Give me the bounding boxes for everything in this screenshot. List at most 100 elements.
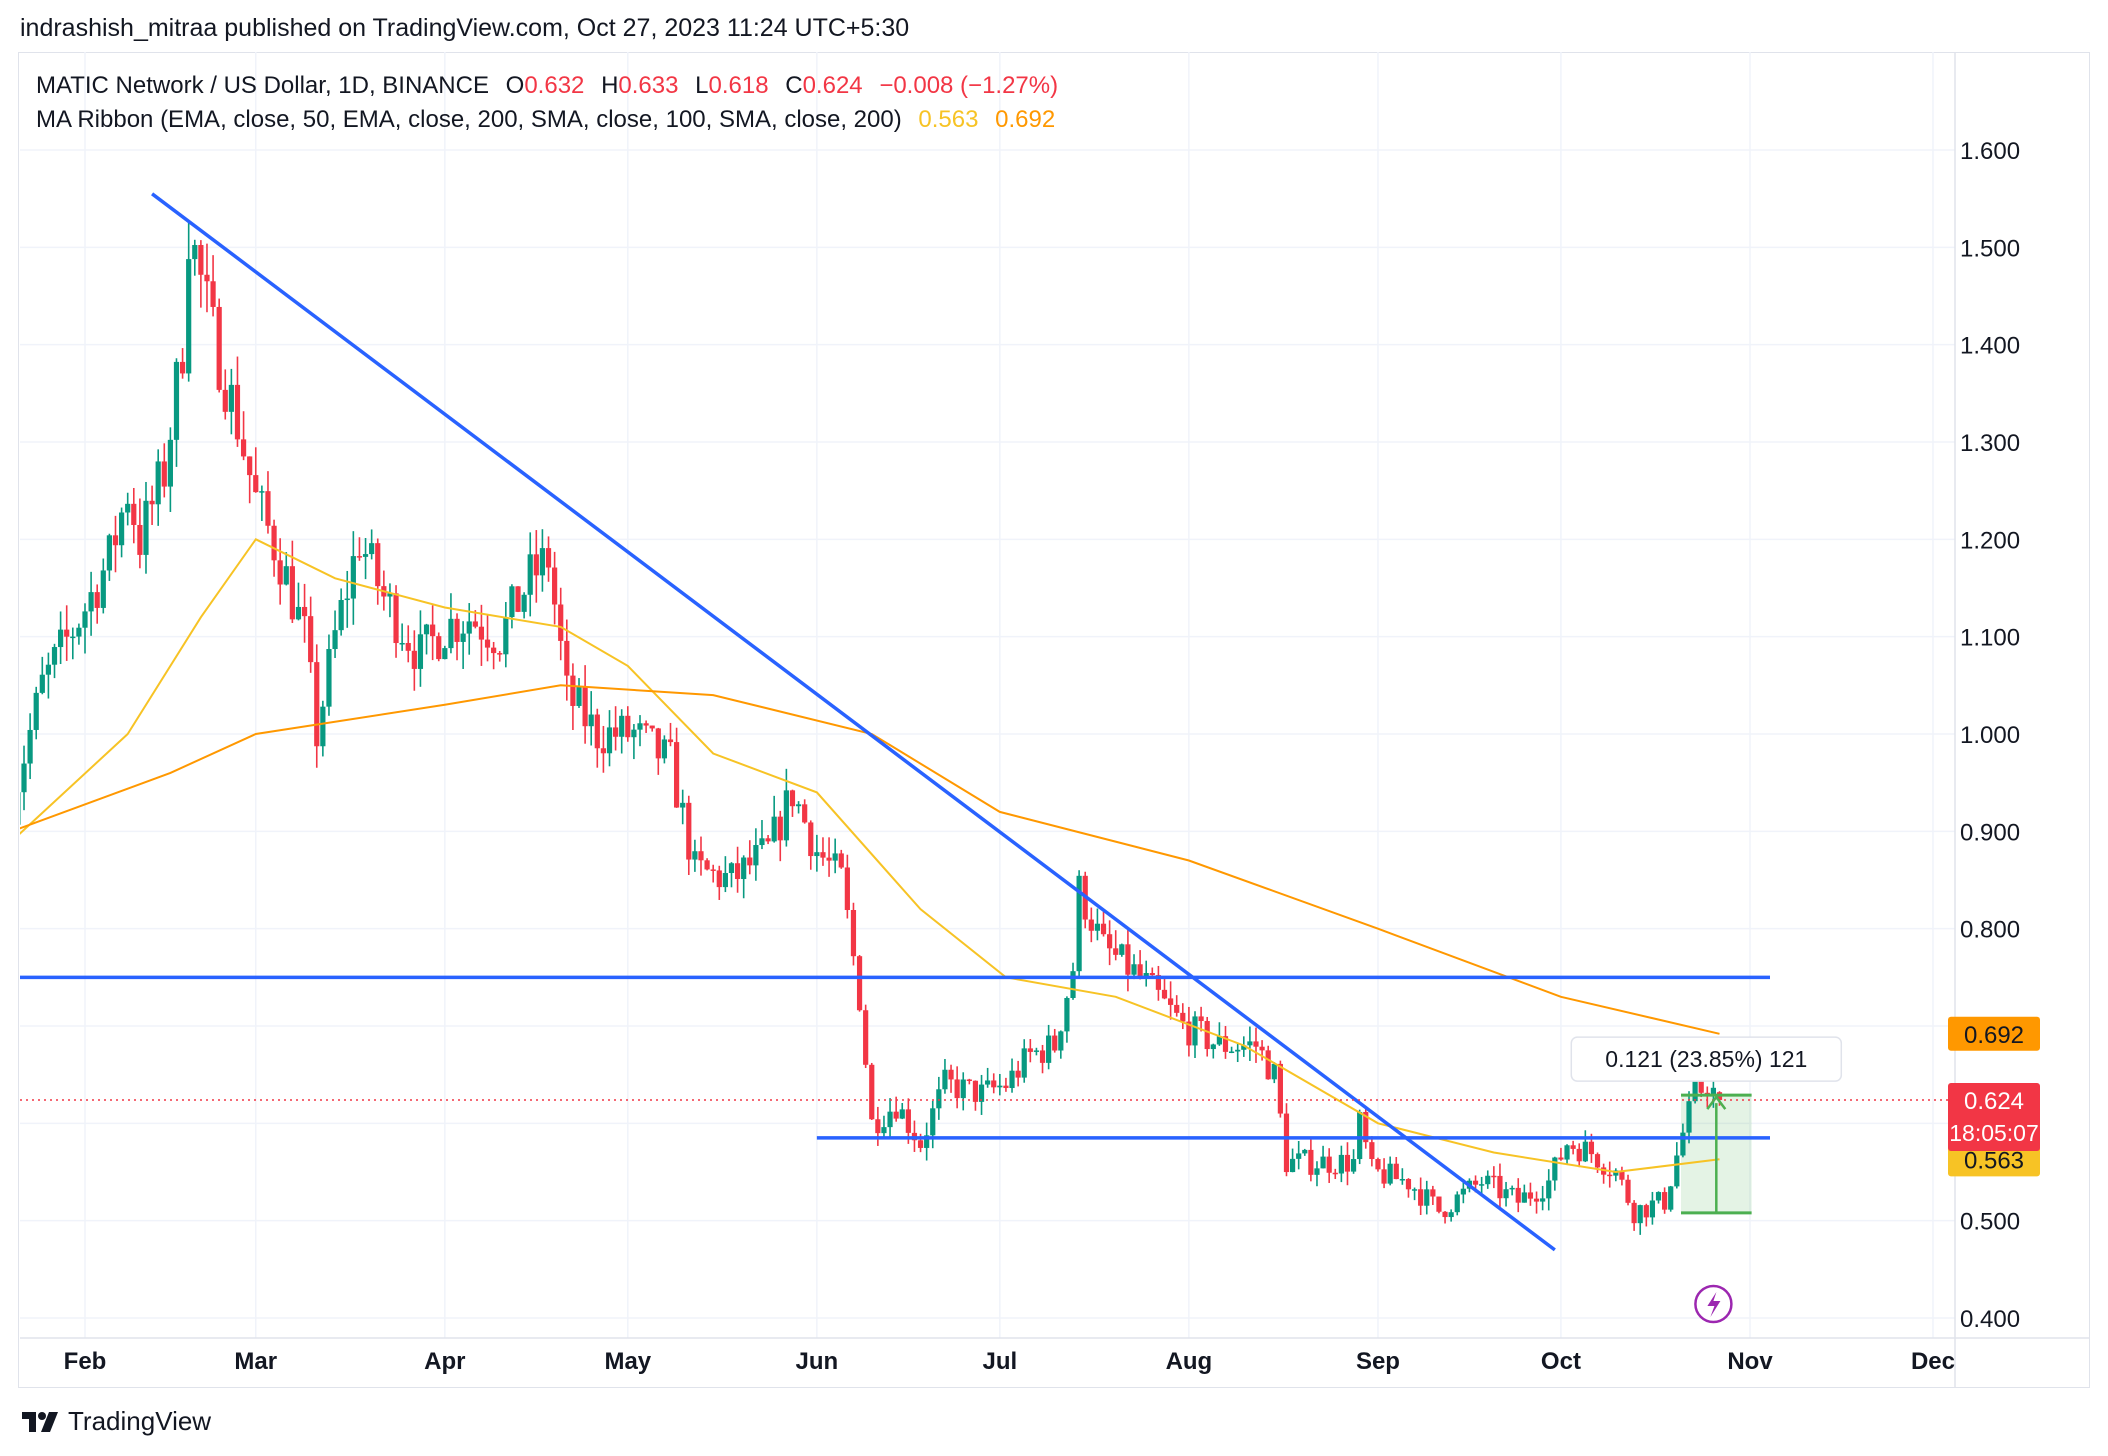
candle-body — [1387, 1163, 1393, 1184]
tradingview-brand[interactable]: TradingView — [22, 1406, 211, 1437]
candle-body — [1710, 1087, 1717, 1096]
price-tick-label: 0.400 — [1960, 1306, 2020, 1333]
candle-body — [430, 624, 436, 637]
candles — [20, 222, 1723, 1235]
candle-body — [978, 1084, 985, 1102]
candle-body — [1436, 1196, 1442, 1212]
candle-body — [1088, 919, 1094, 931]
candle-body — [887, 1111, 893, 1128]
candle-body — [1235, 1049, 1241, 1052]
candle-body — [582, 686, 588, 727]
candle-body — [460, 633, 466, 642]
candle-body — [716, 870, 722, 888]
indicator-title[interactable]: MA Ribbon (EMA, close, 50, EMA, close, 2… — [36, 106, 902, 133]
candle-body — [417, 634, 424, 669]
low-value: 0.618 — [708, 72, 769, 99]
candle-body — [192, 245, 198, 260]
price-tick-label: 0.800 — [1960, 917, 2020, 944]
candle-body — [625, 715, 631, 738]
candle-body — [51, 647, 58, 665]
candle-body — [399, 642, 405, 645]
candle-body — [814, 852, 820, 857]
candle-body — [70, 636, 76, 639]
candle-body — [1009, 1070, 1015, 1089]
candle-body — [722, 873, 728, 888]
candle-body — [1155, 975, 1162, 990]
candle-body — [362, 554, 369, 557]
candle-body — [985, 1080, 991, 1085]
candle-body — [1070, 971, 1076, 998]
time-tick-label: Jul — [982, 1348, 1017, 1375]
candle-body — [552, 567, 558, 605]
candle-body — [741, 857, 747, 880]
candle-body — [387, 593, 393, 597]
candle-body — [539, 548, 546, 576]
candle-body — [216, 306, 222, 390]
candle-body — [673, 742, 680, 808]
time-tick-label: Aug — [1166, 1348, 1213, 1375]
candle-body — [619, 715, 625, 737]
candle-body — [777, 816, 783, 841]
candle-body — [1454, 1194, 1460, 1213]
candle-body — [1411, 1189, 1418, 1191]
candle-body — [1405, 1179, 1412, 1190]
candle-body — [838, 853, 844, 868]
candle-body — [564, 640, 570, 676]
candle-body — [295, 606, 302, 620]
candle-body — [466, 621, 472, 634]
candle-body — [1137, 964, 1143, 977]
candle-body — [905, 1109, 911, 1133]
candle-body — [454, 618, 460, 642]
candle-body — [704, 860, 710, 870]
candle-body — [1552, 1157, 1558, 1181]
candle-body — [234, 384, 241, 440]
candle-body — [1448, 1212, 1454, 1218]
candle-body — [94, 592, 100, 608]
symbol-legend: MATIC Network / US Dollar, 1D, BINANCE O… — [36, 72, 1058, 100]
candle-body — [600, 748, 607, 754]
candle-body — [173, 361, 180, 440]
candle-body — [149, 500, 155, 505]
candle-body — [771, 816, 777, 842]
candle-body — [1472, 1180, 1479, 1185]
candle-body — [125, 503, 131, 513]
candle-body — [1393, 1163, 1399, 1180]
price-tick-label: 1.300 — [1960, 430, 2020, 457]
candle-body — [545, 548, 552, 568]
candle-body — [667, 739, 674, 743]
candle-body — [856, 956, 863, 1011]
candle-body — [1314, 1168, 1320, 1175]
candle-body — [1277, 1063, 1283, 1114]
high-label: H — [601, 72, 619, 99]
candle-body — [1509, 1187, 1515, 1190]
candle-body — [1576, 1148, 1582, 1162]
candle-body — [478, 626, 485, 640]
open-value: 0.632 — [524, 72, 585, 99]
candle-body — [820, 852, 826, 858]
candle-body — [1027, 1048, 1033, 1052]
candle-body — [222, 389, 228, 412]
candle-body — [326, 649, 332, 707]
candle-body — [1442, 1211, 1448, 1218]
candle-body — [1100, 923, 1107, 935]
candle-body — [1625, 1179, 1631, 1203]
candle-body — [1210, 1044, 1216, 1050]
candle-body — [1094, 923, 1101, 931]
candle-body — [338, 600, 344, 631]
time-tick-label: Feb — [64, 1348, 107, 1375]
candle-body — [289, 566, 295, 620]
candle-body — [1296, 1153, 1302, 1159]
candle-body — [728, 863, 735, 874]
candle-body — [1064, 997, 1070, 1032]
candle-body — [686, 802, 692, 860]
candle-body — [1546, 1180, 1552, 1199]
candle-body — [649, 725, 655, 729]
ma-fast-badge-value: 0.563 — [1964, 1147, 2024, 1174]
candle-body — [344, 598, 350, 601]
symbol-title[interactable]: MATIC Network / US Dollar, 1D, BINANCE — [36, 72, 489, 99]
time-tick-label: Jun — [796, 1348, 839, 1375]
change-value: −0.008 (−1.27%) — [879, 72, 1059, 99]
candle-body — [106, 535, 112, 571]
candle-body — [1631, 1202, 1637, 1224]
